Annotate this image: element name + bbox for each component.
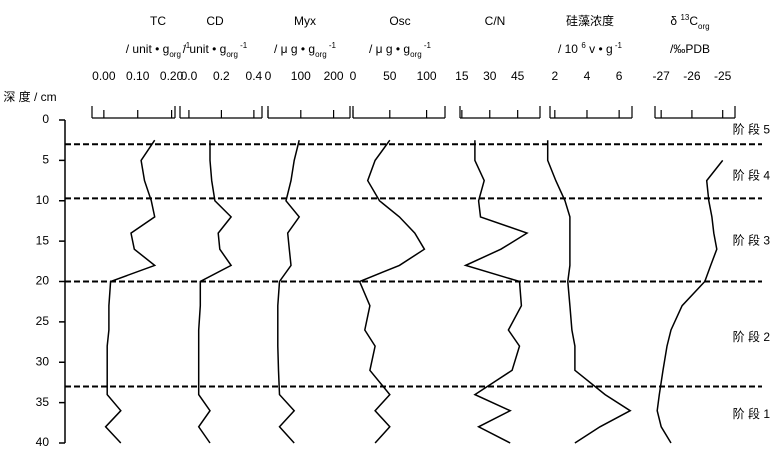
header-part: v • g	[586, 42, 613, 56]
x-tick-label: 45	[511, 69, 525, 83]
y-tick-label: 35	[36, 395, 50, 409]
x-tick-label: 30	[483, 69, 497, 83]
y-tick-label: 30	[36, 354, 50, 368]
data-line	[656, 159, 724, 444]
header-part: org	[315, 50, 327, 59]
x-tick-label: 100	[291, 69, 311, 83]
data-line	[358, 139, 426, 444]
panel-title: TC	[150, 14, 166, 28]
x-tick-label: 4	[584, 69, 591, 83]
header-part: org	[169, 50, 181, 59]
header-text: / unit • gorg -1	[183, 41, 248, 59]
x-tick-label: 50	[383, 69, 397, 83]
x-tick-label: 0.00	[92, 69, 116, 83]
header-text: / 10 6 v • g -1	[558, 41, 623, 57]
data-line	[463, 140, 529, 444]
x-tick-label: 0.2	[213, 69, 230, 83]
header-part: /‰PDB	[670, 42, 710, 56]
panel-title: Myx	[294, 14, 316, 28]
y-tick-label: 25	[36, 314, 50, 328]
header-part: / unit • g	[183, 42, 227, 56]
header-part: -1	[181, 41, 191, 50]
y-tick-label: 40	[36, 435, 50, 449]
header-part: / μ g • g	[369, 42, 410, 56]
data-line	[197, 140, 233, 444]
header-part: org	[226, 50, 238, 59]
panel-title: 硅藻浓度	[566, 13, 614, 28]
y-axis-label: 深 度 / cm	[3, 89, 56, 104]
x-tick-label: 0.10	[126, 69, 150, 83]
data-line	[546, 140, 632, 444]
stage-label: 阶 段 5	[733, 122, 771, 137]
header-part: / 10	[558, 42, 581, 56]
header-text: / μ g • gorg -1	[274, 41, 337, 59]
header-text: δ 13Corg	[670, 13, 709, 31]
data-line	[104, 139, 157, 444]
stage-label: 阶 段 1	[733, 406, 771, 421]
header-part: -1	[613, 41, 623, 50]
x-tick-label: 0	[350, 69, 357, 83]
x-tick-label: -25	[714, 69, 732, 83]
header-part: -1	[422, 41, 432, 50]
header-text: / unit • gorg -1	[126, 41, 191, 59]
stage-label: 阶 段 3	[733, 232, 771, 247]
header-text: / μ g • gorg -1	[369, 41, 432, 59]
x-tick-label: 15	[455, 69, 469, 83]
header-part: org	[698, 22, 710, 31]
panel-title: Osc	[389, 14, 410, 28]
header-part: / μ g • g	[274, 42, 315, 56]
data-line	[277, 140, 301, 444]
y-tick-label: 5	[42, 153, 49, 167]
x-tick-label: -27	[652, 69, 670, 83]
x-tick-label: 6	[616, 69, 623, 83]
x-tick-label: 0.0	[181, 69, 198, 83]
header-part: / unit • g	[126, 42, 170, 56]
header-part: δ	[670, 14, 680, 28]
panel-title: C/N	[485, 14, 506, 28]
x-tick-label: 0.4	[246, 69, 263, 83]
stage-label: 阶 段 4	[733, 168, 771, 183]
header-part: -1	[327, 41, 337, 50]
x-tick-label: 100	[417, 69, 437, 83]
header-part: C	[689, 14, 698, 28]
y-tick-label: 0	[42, 112, 49, 126]
header-part: org	[410, 50, 422, 59]
x-tick-label: 0.20	[160, 69, 184, 83]
y-tick-label: 15	[36, 233, 50, 247]
panel-title: CD	[206, 14, 224, 28]
y-tick-label: 20	[36, 274, 50, 288]
header-part: 13	[680, 13, 689, 22]
header-part: 6	[581, 41, 586, 50]
y-tick-label: 10	[36, 193, 50, 207]
header-part: -1	[238, 41, 248, 50]
x-tick-label: 0	[265, 69, 272, 83]
header-text: /‰PDB	[670, 42, 710, 56]
stage-label: 阶 段 2	[733, 329, 771, 344]
x-tick-label: 2	[551, 69, 558, 83]
x-tick-label: -26	[683, 69, 701, 83]
x-tick-label: 200	[324, 69, 344, 83]
